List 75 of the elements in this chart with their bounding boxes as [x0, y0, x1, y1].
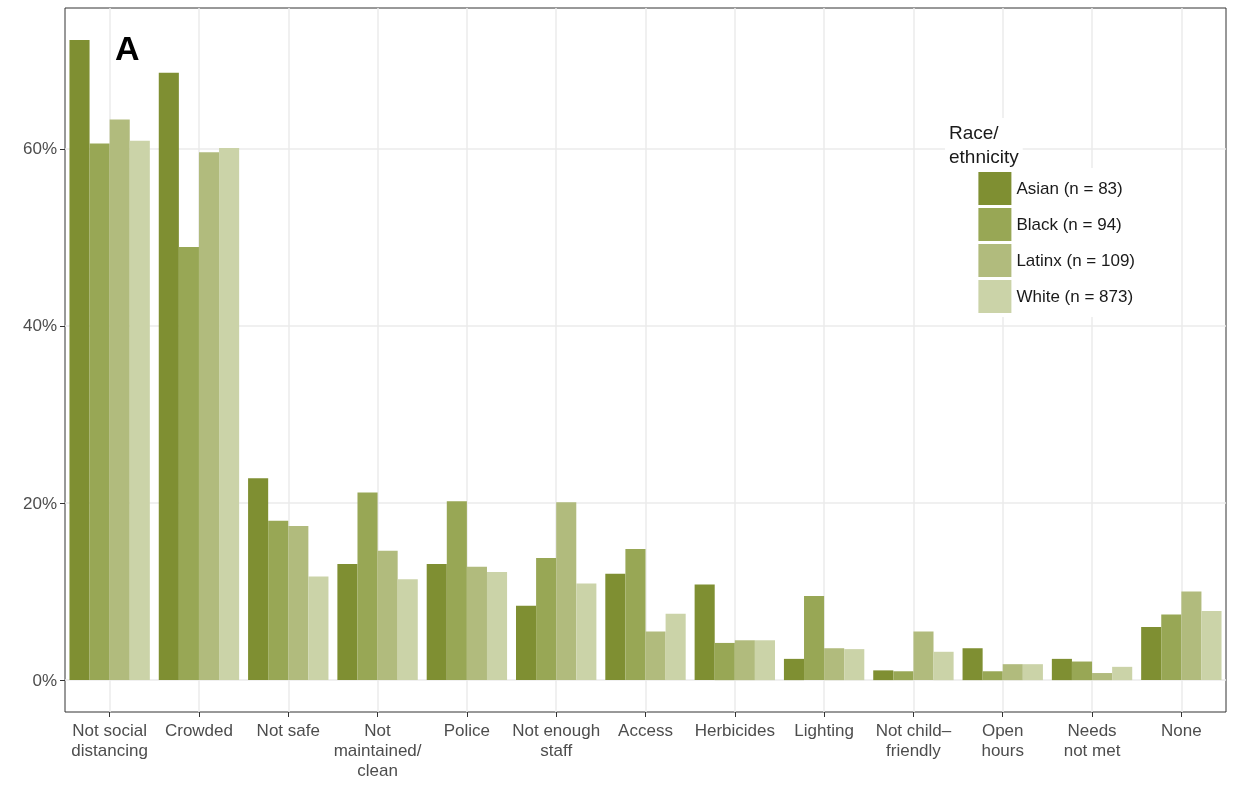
bar — [268, 520, 289, 681]
bar — [129, 140, 150, 681]
bar — [109, 119, 130, 681]
bar — [1161, 614, 1182, 681]
x-tick-label: Herbicides — [694, 720, 775, 740]
bar — [1022, 664, 1043, 681]
bar — [754, 640, 775, 681]
bar — [178, 247, 199, 681]
bar — [1092, 673, 1113, 681]
y-tick-label: 60% — [22, 139, 57, 159]
x-tick-label: Not maintained/ clean — [333, 720, 422, 780]
bar — [824, 648, 845, 681]
bar — [397, 579, 418, 681]
bar — [665, 613, 686, 681]
bar — [844, 649, 865, 681]
bar — [486, 572, 508, 681]
bar — [913, 631, 934, 681]
x-tick-label: Police — [443, 720, 491, 740]
y-tick-label: 40% — [22, 316, 57, 336]
bar — [1002, 664, 1023, 681]
bar — [625, 549, 646, 681]
bar — [1181, 591, 1202, 681]
bar — [893, 671, 914, 681]
legend-label: Asian (n = 83) — [1016, 179, 1123, 198]
bar — [69, 39, 90, 681]
bar — [1071, 661, 1093, 681]
x-tick-label: Crowded — [164, 720, 233, 740]
bar — [357, 492, 378, 681]
bar — [556, 502, 577, 681]
bar — [308, 576, 329, 681]
bar — [645, 631, 666, 681]
x-tick-label: None — [1161, 720, 1202, 740]
bar — [873, 670, 894, 681]
bar — [337, 564, 358, 681]
bar — [446, 501, 467, 681]
bar — [219, 147, 240, 681]
legend-label: Black (n = 94) — [1016, 215, 1122, 234]
bar — [1141, 626, 1162, 681]
x-tick-label: Needs not met — [1063, 720, 1121, 760]
x-tick-label: Open hours — [981, 720, 1024, 760]
bar — [982, 671, 1003, 681]
bar — [516, 605, 537, 681]
bar — [734, 640, 755, 681]
x-tick-label: Not enough staff — [512, 720, 601, 760]
bar — [576, 583, 597, 681]
legend-title: Race/ ethnicity — [949, 121, 1020, 167]
legend-label: White (n = 873) — [1016, 287, 1134, 306]
bar — [783, 658, 805, 681]
x-tick-label: Not child– friendly — [875, 720, 952, 760]
x-tick-label: Access — [618, 720, 673, 740]
y-tick-label: 20% — [22, 493, 57, 513]
bar — [377, 550, 398, 681]
bar — [605, 573, 626, 681]
x-tick-label: Not safe — [256, 720, 320, 740]
bar — [933, 651, 954, 681]
bar — [198, 152, 220, 681]
bar — [426, 564, 447, 681]
bar — [1201, 611, 1222, 681]
x-tick-label: Lighting — [794, 720, 854, 740]
bar — [1051, 658, 1072, 681]
legend-label: Latinx (n = 109) — [1016, 251, 1136, 270]
bar — [158, 72, 179, 681]
bar — [288, 526, 309, 681]
bar — [89, 143, 110, 681]
bar — [962, 648, 983, 681]
bar — [536, 557, 557, 681]
bar — [248, 478, 269, 681]
x-tick-label: Not social distancing — [71, 720, 148, 760]
bar — [714, 642, 735, 681]
bar — [694, 584, 715, 681]
y-tick-label: 0% — [32, 670, 57, 690]
bar — [804, 596, 825, 681]
annotation: A — [115, 29, 140, 67]
bar — [466, 566, 487, 681]
bar — [1112, 666, 1133, 681]
